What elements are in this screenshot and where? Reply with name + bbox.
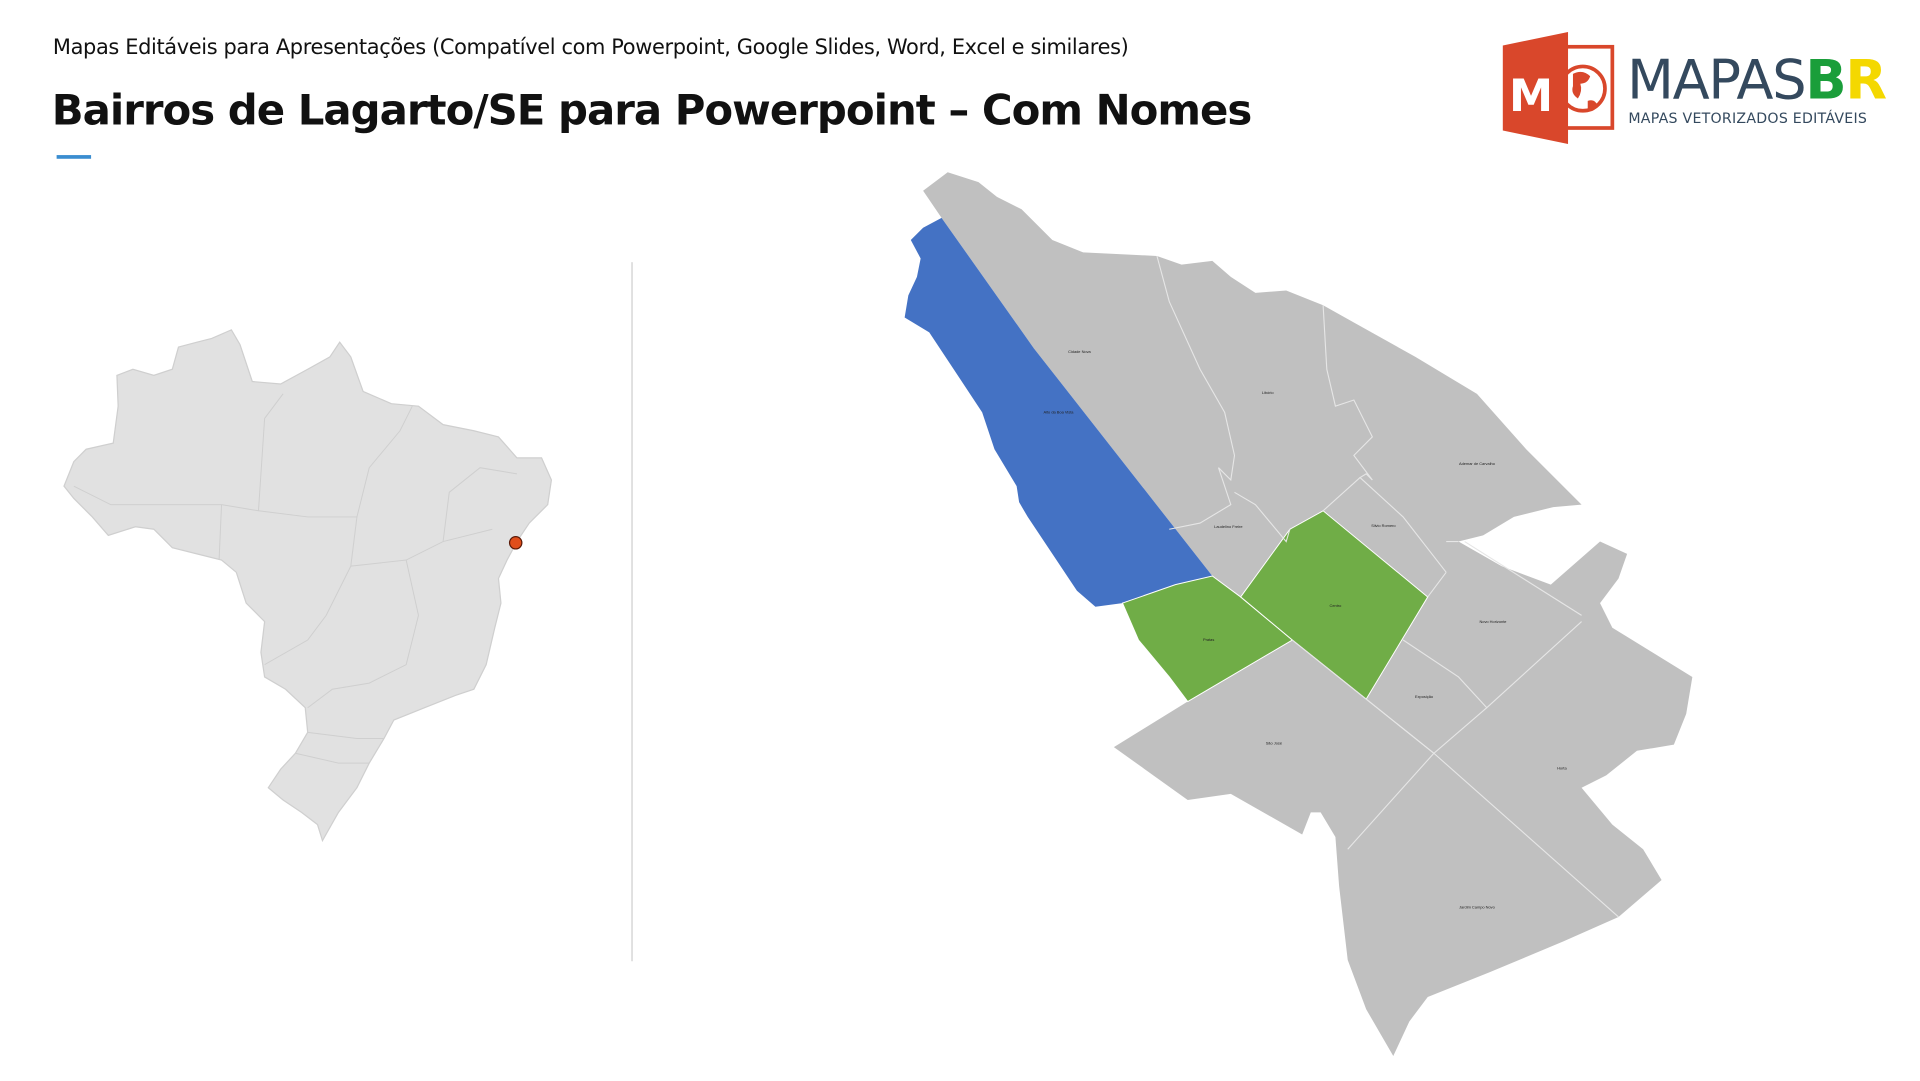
label-liborio: Libório [1262,390,1275,395]
label-jardim-campo-novo: Jardim Campo Novo [1459,904,1496,909]
logo-tagline: MAPAS VETORIZADOS EDITÁVEIS [1628,109,1868,127]
label-cidade-nova: Cidade Nova [1068,349,1091,354]
logo-icon: M [1502,32,1615,145]
page-subtitle: Mapas Editáveis para Apresentações (Comp… [52,35,1129,61]
page-title: Bairros de Lagarto/SE para Powerpoint – … [51,86,1253,136]
logo-word-main: MAPAS [1627,49,1806,113]
label-laudelino-freire: Laudelino Freire [1214,524,1242,529]
title-accent-bar [56,155,92,159]
neighborhood-alto-da-boa-vista[interactable] [904,217,1213,607]
label-pratas: Pratas [1203,637,1214,642]
logo-icon-letter: M [1509,71,1553,122]
label-horta: Horta [1557,765,1567,770]
mapasbr-logo: M MAPASBR MAPAS VETORIZADOS EDITÁVEIS [1502,30,1887,147]
neighborhood-borders [1156,255,1619,918]
lagarto-location-marker [508,536,523,550]
logo-wordmark: MAPASBR [1627,54,1887,108]
brazil-locator-map [63,329,553,843]
logo-word-r: R [1845,49,1887,113]
label-ademar-de-carvalho: Ademar de Carvalho [1459,461,1496,466]
brazil-state-borders [73,393,518,764]
label-exposicao: Exposição [1415,694,1434,699]
logo-word-b: B [1805,49,1846,113]
label-silvio-romero: Silvio Romero [1371,523,1396,528]
label-centro: Centro [1330,603,1343,608]
label-sao-jose: São José [1266,741,1282,746]
label-novo-horizonte: Novo Horizonte [1479,619,1506,624]
lagarto-neighborhood-map: Cidade Nova Alto da Boa Vista Libório Ad… [904,172,1693,1057]
brazil-shape [63,329,553,843]
divider [631,262,633,962]
label-alto-da-boa-vista: Alto da Boa Vista [1043,410,1074,415]
